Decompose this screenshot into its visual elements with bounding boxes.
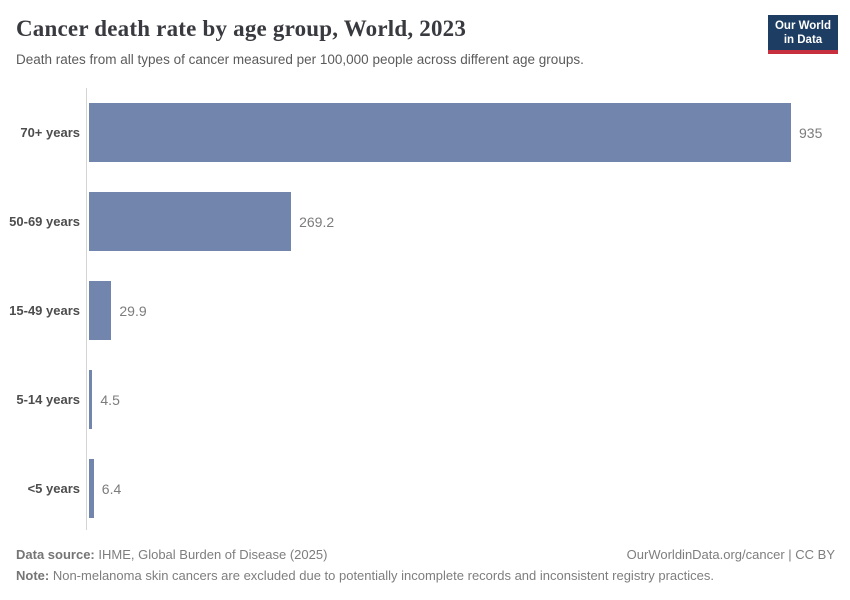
- chart-title: Cancer death rate by age group, World, 2…: [16, 16, 467, 41]
- bar[interactable]: [89, 459, 94, 518]
- bar[interactable]: [89, 192, 292, 251]
- value-label: 269.2: [299, 213, 335, 230]
- chart-subtitle: Death rates from all types of cancer mea…: [16, 52, 584, 67]
- chart-footer: Data source: IHME, Global Burden of Dise…: [16, 546, 835, 584]
- value-label: 6.4: [101, 480, 122, 497]
- note-text: Non-melanoma skin cancers are excluded d…: [49, 568, 714, 583]
- data-source: Data source: IHME, Global Burden of Dise…: [16, 546, 327, 563]
- credit-link[interactable]: OurWorldinData.org/cancer | CC BY: [626, 547, 835, 562]
- category-label: 5-14 years: [16, 392, 80, 407]
- data-source-label: Data source:: [16, 547, 95, 562]
- category-label: 70+ years: [20, 125, 80, 140]
- bar-row: <5 years 6.4: [0, 444, 850, 533]
- data-source-text: IHME, Global Burden of Disease (2025): [94, 547, 328, 562]
- bar-row: 5-14 years 4.5: [0, 355, 850, 444]
- y-axis-line: [86, 88, 87, 530]
- value-label: 4.5: [100, 391, 120, 408]
- bar-row: 15-49 years 29.9: [0, 266, 850, 355]
- bar-track: 4.5: [87, 370, 850, 429]
- note-label: Note:: [16, 568, 50, 583]
- bar-row: 50-69 years 269.2: [0, 177, 850, 266]
- footer-line1: Data source: IHME, Global Burden of Dise…: [16, 546, 835, 563]
- category-label: <5 years: [27, 481, 80, 496]
- bar-chart: 70+ years 935 50-69 years 269.2 15-49 ye…: [0, 88, 850, 533]
- chart-header: Cancer death rate by age group, World, 2…: [16, 16, 755, 67]
- owid-logo-line1: Our World: [774, 20, 831, 32]
- bar-track: 6.4: [87, 459, 850, 518]
- value-label: 29.9: [119, 302, 147, 319]
- bar[interactable]: [89, 370, 93, 429]
- footer-note: Note: Non-melanoma skin cancers are excl…: [16, 567, 835, 584]
- value-label: 935: [799, 124, 823, 141]
- owid-logo[interactable]: Our World in Data: [768, 15, 838, 54]
- category-label: 15-49 years: [9, 303, 80, 318]
- bar-row: 70+ years 935: [0, 88, 850, 177]
- bar[interactable]: [89, 103, 791, 162]
- bar-track: 29.9: [87, 281, 850, 340]
- owid-logo-line2: in Data: [783, 34, 823, 46]
- bar-rows: 70+ years 935 50-69 years 269.2 15-49 ye…: [0, 88, 850, 533]
- bar-track: 935: [87, 103, 850, 162]
- bar-track: 269.2: [87, 192, 850, 251]
- bar[interactable]: [89, 281, 112, 340]
- category-label: 50-69 years: [9, 214, 80, 229]
